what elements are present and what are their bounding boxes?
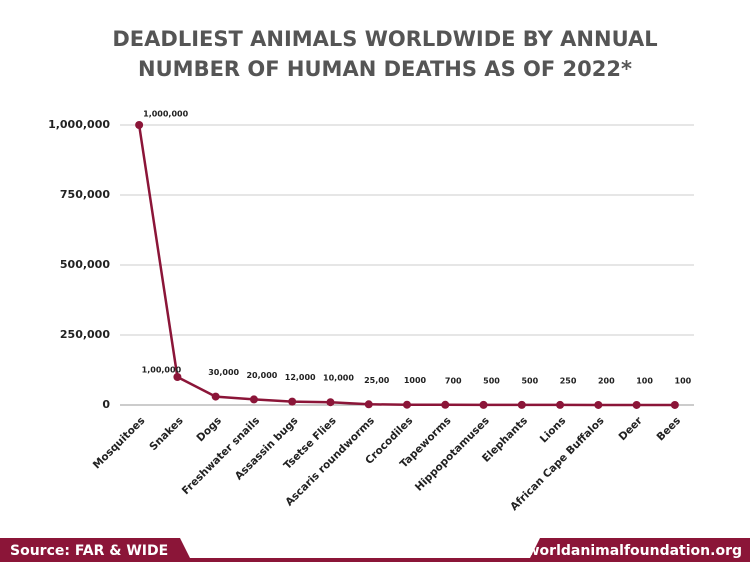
- source: Source: FAR & WIDE: [10, 543, 168, 559]
- value-label: 10,000: [323, 374, 354, 383]
- chart-title: DEADLIEST ANIMALS WORLDWIDE BY ANNUAL: [112, 27, 657, 51]
- value-label: 100: [675, 376, 692, 385]
- value-label: 700: [445, 376, 462, 385]
- point: [517, 400, 526, 409]
- website: worldanimalfoundation.org: [527, 543, 742, 559]
- y-tick-label: 0: [102, 398, 110, 411]
- y-tick-label: 500,000: [60, 258, 110, 271]
- value-label: 30,000: [208, 368, 239, 377]
- point: [479, 400, 488, 409]
- point: [249, 395, 258, 404]
- point: [135, 121, 144, 129]
- value-label: 12,000: [285, 373, 316, 382]
- y-tick-label: 750,000: [60, 188, 110, 201]
- value-label: 500: [483, 376, 500, 385]
- point: [594, 400, 603, 409]
- point: [288, 397, 297, 406]
- value-label: 1,000,000: [143, 110, 188, 119]
- point: [403, 400, 411, 409]
- point: [441, 400, 450, 409]
- value-label: 1000: [404, 376, 427, 385]
- point: [556, 400, 565, 409]
- y-tick-label: 1,000,000: [48, 118, 110, 131]
- point: [670, 400, 679, 409]
- chart-title: NUMBER OF HUMAN DEATHS AS OF 2022*: [138, 57, 632, 81]
- point: [632, 400, 641, 409]
- point: [364, 400, 373, 409]
- point: [326, 398, 335, 407]
- value-label: 100: [636, 376, 653, 385]
- value-label: 500: [521, 376, 538, 385]
- value-label: 20,000: [246, 371, 277, 380]
- y-tick-label: 250,000: [60, 328, 110, 341]
- footer-left: [0, 538, 192, 562]
- value-label: 250: [560, 376, 577, 385]
- point: [211, 392, 220, 401]
- value-label: 200: [598, 376, 615, 385]
- footer-line: [0, 558, 750, 562]
- point: [173, 373, 182, 381]
- value-label: 25,00: [364, 376, 390, 385]
- value-label: 1,00,000: [142, 366, 182, 375]
- footer-right: [528, 538, 750, 562]
